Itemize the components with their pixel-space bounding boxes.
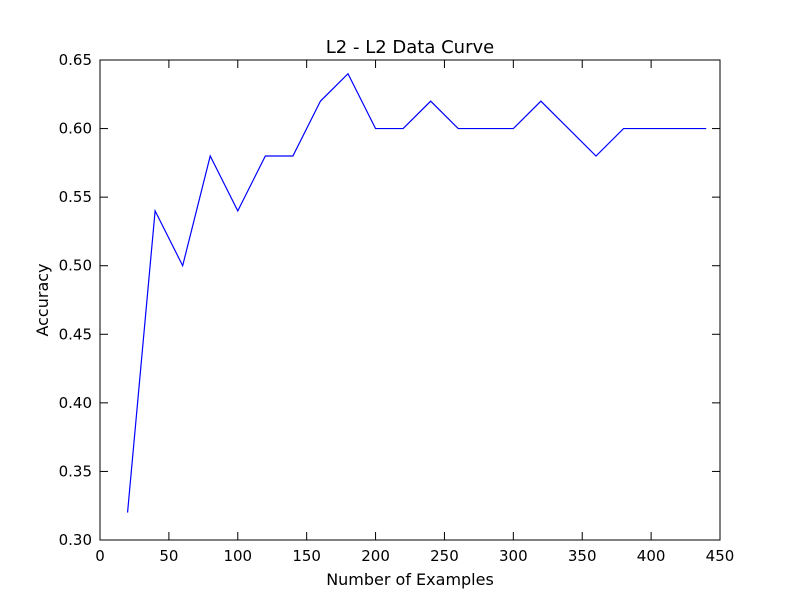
x-tick-label: 100 xyxy=(223,547,252,565)
x-tick-label: 200 xyxy=(361,547,390,565)
y-tick-label: 0.35 xyxy=(59,462,92,480)
x-tick-label: 150 xyxy=(292,547,321,565)
y-tick-label: 0.40 xyxy=(59,394,92,412)
x-tick-label: 350 xyxy=(568,547,597,565)
x-tick-label: 50 xyxy=(159,547,178,565)
y-tick-label: 0.60 xyxy=(59,120,92,138)
y-tick-label: 0.50 xyxy=(59,257,92,275)
y-tick-label: 0.45 xyxy=(59,325,92,343)
y-axis-label: Accuracy xyxy=(33,263,52,336)
y-axis-ticks: 0.30 0.35 0.40 0.45 0.50 0.55 0.60 0.65 xyxy=(59,51,720,549)
y-tick-label: 0.65 xyxy=(59,51,92,69)
x-tick-label: 0 xyxy=(95,547,105,565)
plot-frame xyxy=(99,59,721,541)
x-tick-label: 300 xyxy=(499,547,528,565)
x-tick-label: 250 xyxy=(430,547,459,565)
x-axis-label: Number of Examples xyxy=(326,570,494,589)
x-tick-label: 400 xyxy=(637,547,666,565)
x-tick-label: 450 xyxy=(706,547,735,565)
accuracy-series-line xyxy=(126,72,707,513)
x-axis-ticks: 0 50 100 150 200 250 300 350 400 450 xyxy=(95,60,734,565)
y-tick-label: 0.55 xyxy=(59,188,92,206)
plot-area xyxy=(126,72,707,513)
y-tick-label: 0.30 xyxy=(59,531,92,549)
chart-title: L2 - L2 Data Curve xyxy=(326,37,494,58)
